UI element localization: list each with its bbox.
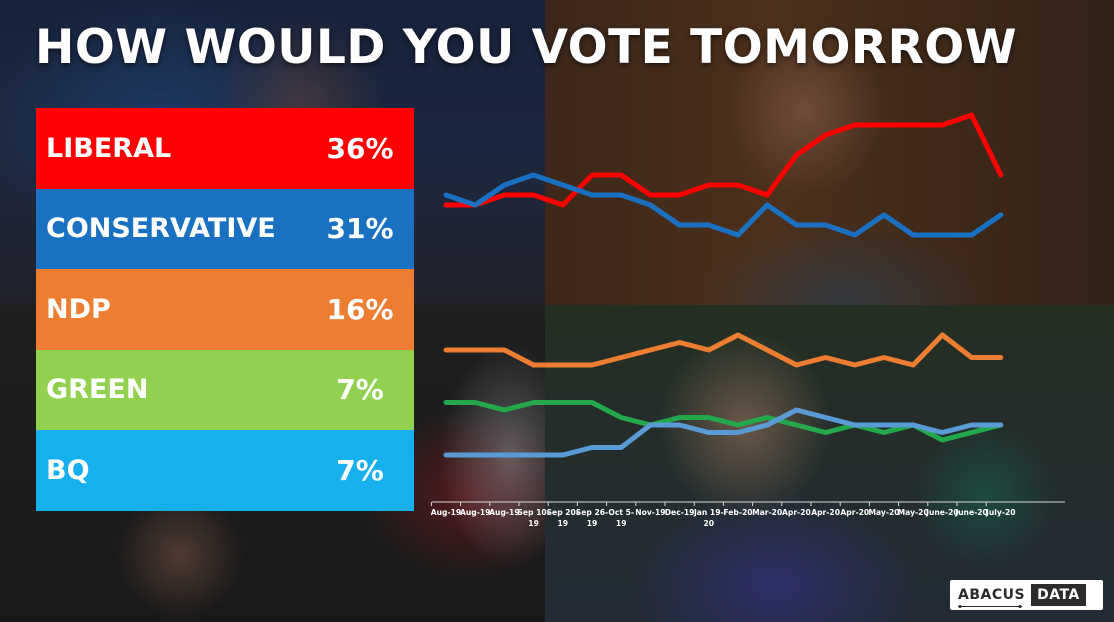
party-percentage: 36% <box>326 131 394 165</box>
x-tick-label: Mar-20 <box>752 508 782 517</box>
party-percentage: 31% <box>326 212 394 246</box>
x-tick-label: Aug-19 <box>460 508 490 517</box>
x-tick-label: Sep 20-19 <box>547 508 579 528</box>
party-name: CONSERVATIVE <box>46 213 276 245</box>
background-photo-top-right <box>545 0 1114 305</box>
abacus-data-logo: ABACUS DATA <box>950 580 1103 610</box>
x-tick-label: June-20 <box>925 508 959 517</box>
party-name: GREEN <box>46 374 149 406</box>
party-row-conservative: CONSERVATIVE 31% <box>36 188 414 269</box>
party-percentage: 7% <box>336 453 384 487</box>
x-tick-label: Nov-19 <box>635 508 665 517</box>
x-tick-label: Dec-19 <box>665 508 695 517</box>
party-percentage: 7% <box>336 373 384 407</box>
series-line-liberal <box>443 112 1004 208</box>
x-tick-label: Apr-20 <box>782 508 811 517</box>
x-tick-label: Sep 26-19 <box>576 508 608 528</box>
party-row-green: GREEN 7% <box>36 349 414 430</box>
x-tick-label: Jan 19-20 <box>693 508 724 528</box>
x-tick-label: May-20 <box>868 508 899 517</box>
party-name: BQ <box>46 454 90 486</box>
party-name: NDP <box>46 293 111 325</box>
x-tick-label: June-20 <box>954 508 988 517</box>
party-row-ndp: NDP 16% <box>36 269 414 350</box>
x-tick-label: Sep 10-19 <box>517 508 549 528</box>
x-tick-label: Aug-19 <box>431 508 461 517</box>
party-name: LIBERAL <box>46 132 172 164</box>
x-tick-label: Oct 5-19 <box>608 508 634 528</box>
x-tick-label: Apr-20 <box>840 508 869 517</box>
party-row-liberal: LIBERAL 36% <box>36 108 414 189</box>
party-percentage: 16% <box>326 292 394 326</box>
logo-underline-icon <box>958 605 1022 608</box>
party-row-bq: BQ 7% <box>36 430 414 511</box>
series-line-conservative <box>443 172 1004 238</box>
logo-text-left: ABACUS <box>958 587 1026 603</box>
x-tick-label: July-20 <box>985 508 1016 517</box>
series-line-ndp <box>443 332 1004 368</box>
page-title: HOW WOULD YOU VOTE TOMORROW <box>35 20 1018 75</box>
x-tick-label: Aug-19 <box>489 508 519 517</box>
x-tick-label: May-20 <box>898 508 929 517</box>
x-tick-label: Feb-20 <box>723 508 752 517</box>
series-line-bq <box>443 407 1004 458</box>
logo-text-right: DATA <box>1031 584 1086 606</box>
party-results-table: LIBERAL 36% CONSERVATIVE 31% NDP 16% GREEN 7% BQ… <box>36 108 414 511</box>
x-tick-label: Apr-20 <box>811 508 840 517</box>
